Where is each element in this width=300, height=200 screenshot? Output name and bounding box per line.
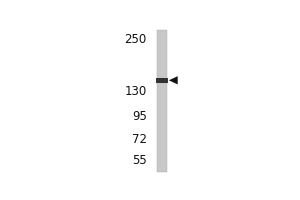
Text: 130: 130 <box>124 85 147 98</box>
Text: 95: 95 <box>132 110 147 123</box>
Bar <box>156 78 168 83</box>
Polygon shape <box>169 76 178 84</box>
Text: 72: 72 <box>132 133 147 146</box>
Text: 250: 250 <box>124 33 147 46</box>
Text: 55: 55 <box>132 154 147 167</box>
Bar <box>157 30 167 172</box>
